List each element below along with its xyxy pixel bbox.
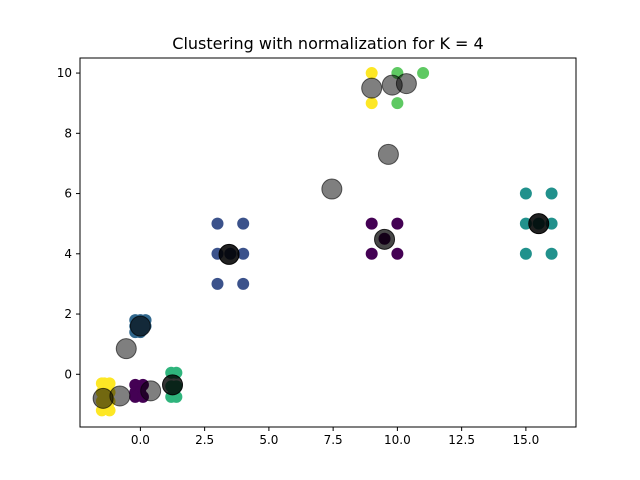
data-point [391, 247, 404, 260]
data-point [545, 247, 558, 260]
centroid-marker [92, 387, 114, 409]
centroid-marker [377, 143, 399, 165]
data-point [211, 217, 224, 230]
data-point [519, 187, 532, 200]
centroid-marker [115, 338, 137, 360]
y-tick-label: 4 [64, 247, 72, 261]
data-point [391, 97, 404, 110]
centroid-marker [140, 380, 162, 402]
data-point [237, 217, 250, 230]
x-tick-label: 10.0 [384, 433, 411, 447]
y-axis: 0 2 4 6 8 10 [57, 66, 80, 381]
data-point [211, 277, 224, 290]
centroid-marker [321, 178, 343, 200]
y-tick-label: 2 [64, 307, 72, 321]
data-point [391, 217, 404, 230]
centroid-marker [129, 315, 151, 337]
data-point [519, 247, 532, 260]
data-point [237, 247, 250, 260]
data-point [365, 97, 378, 110]
data-point [417, 67, 430, 80]
centroid-marker [162, 374, 184, 396]
x-tick-label: 0.0 [131, 433, 150, 447]
data-point [365, 217, 378, 230]
x-axis: 0.0 2.5 5.0 7.5 10.0 12.5 15.0 [131, 427, 539, 447]
x-tick-label: 12.5 [448, 433, 475, 447]
x-tick-label: 5.0 [259, 433, 278, 447]
y-tick-label: 8 [64, 126, 72, 140]
chart-title: Clustering with normalization for K = 4 [172, 34, 483, 53]
axes-frame [79, 57, 577, 428]
y-tick-label: 0 [64, 367, 72, 381]
data-point [237, 277, 250, 290]
x-tick-label: 7.5 [324, 433, 343, 447]
y-tick-label: 10 [57, 66, 72, 80]
centroid-marker [361, 77, 383, 99]
x-tick-label: 15.0 [513, 433, 540, 447]
centroid-marker [528, 213, 550, 235]
centroid-marker [395, 73, 417, 95]
data-point [545, 187, 558, 200]
centroid-marker [374, 228, 396, 250]
x-tick-label: 2.5 [195, 433, 214, 447]
data-point [365, 67, 378, 80]
centroid-marker [218, 243, 240, 265]
data-point [365, 247, 378, 260]
y-tick-label: 6 [64, 187, 72, 201]
plot-area [92, 67, 558, 417]
data-point [103, 377, 116, 390]
